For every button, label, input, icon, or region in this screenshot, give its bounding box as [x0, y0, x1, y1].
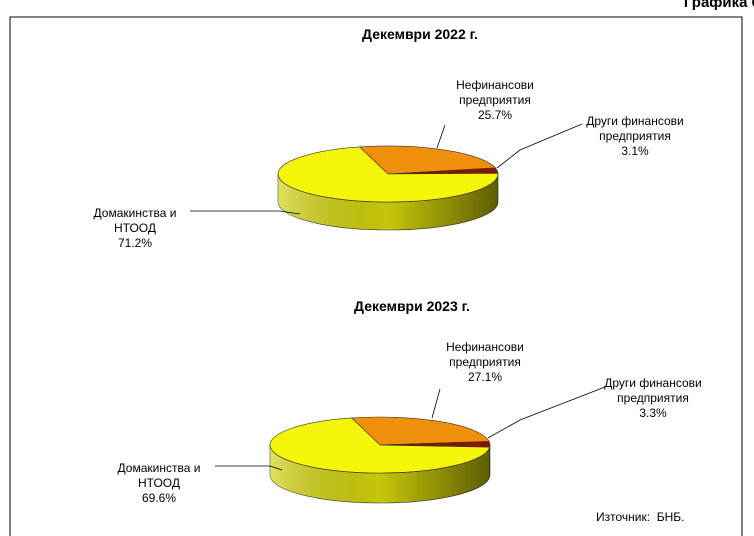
header: Графика 6 [683, 0, 754, 11]
source: Източник: БНБ. [596, 510, 685, 524]
value-label: 25.7% [477, 108, 513, 122]
chart-title: Декември 2022 г. [362, 26, 478, 42]
slice [269, 417, 491, 474]
slice-side-shade [269, 445, 490, 504]
slice-label: Нефинансови предприятия [456, 78, 534, 107]
slice [350, 416, 490, 446]
slice [277, 146, 499, 203]
slice-label: Домакинства и НТООД [117, 461, 201, 490]
slice-label: Други финансови предприятия [604, 376, 702, 405]
leader-line [496, 123, 583, 169]
slice-label: Нефинансови предприятия [446, 340, 524, 369]
value-label: 3.1% [621, 144, 649, 158]
leader-line [190, 210, 301, 215]
value-label: 27.1% [467, 370, 503, 384]
leader-line [431, 388, 441, 419]
chart-title: Декември 2023 г. [354, 298, 470, 314]
leader-line [487, 386, 606, 439]
leader-line [436, 124, 446, 149]
frame [9, 16, 743, 536]
slice-label: Домакинства и НТООД [93, 206, 177, 235]
leader-line [215, 465, 283, 471]
value-label: 3.3% [639, 406, 667, 420]
slice [358, 145, 497, 175]
value-label: 71.2% [117, 236, 153, 250]
value-label: 69.6% [141, 491, 177, 505]
slice-label: Други финансови предприятия [586, 114, 684, 143]
